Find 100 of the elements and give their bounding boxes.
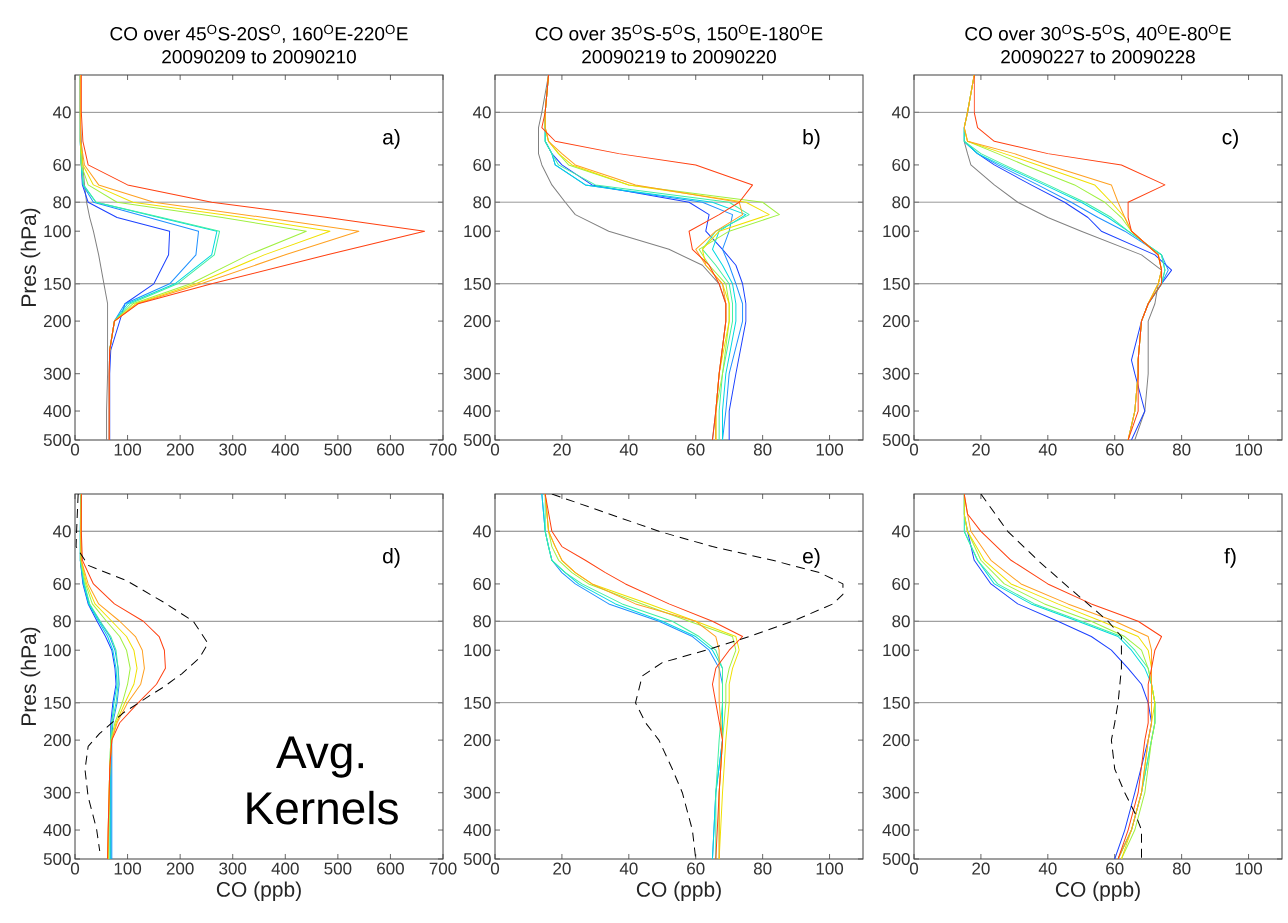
x-tick-label: 40	[619, 443, 638, 456]
y-tick-label: 40	[52, 525, 71, 538]
y-tick-label: 150	[44, 696, 71, 709]
x-tick-label: 100	[816, 443, 844, 456]
y-tick-label: 200	[43, 734, 71, 747]
y-tick-label: 400	[463, 405, 491, 418]
y-tick-label: 40	[52, 106, 71, 119]
y-axis-title: Pres (hPa)	[20, 627, 41, 725]
y-tick-label: 40	[891, 106, 910, 119]
y-tick-label: 80	[53, 615, 71, 628]
x-tick-label: 60	[687, 443, 705, 456]
x-tick-label: 300	[219, 862, 247, 875]
y-tick-label: 150	[464, 696, 491, 709]
y-tick-label: 500	[882, 433, 910, 447]
y-tick-label: 100	[44, 225, 71, 238]
annotation: e)	[803, 548, 820, 568]
x-tick-label: 500	[324, 443, 352, 456]
chart-title: CO over 35$^{O}$S-5$^{O}$S, 150$^{O}$E-180$^{O}$E	[535, 24, 823, 43]
x-tick-label: 0	[70, 862, 80, 875]
y-tick-label: 150	[464, 277, 491, 290]
y-tick-label: 60	[53, 158, 71, 171]
chart-subtitle: 20090209 to 20090210	[162, 50, 356, 64]
x-tick-label: 0	[909, 443, 919, 456]
x-tick-label: 100	[114, 862, 142, 875]
x-tick-label: 0	[70, 443, 80, 456]
x-tick-label: 100	[114, 443, 142, 456]
x-tick-label: 20	[972, 443, 990, 456]
chart-title: CO over 30$^{O}$S-5$^{O}$S, 40$^{O}$E-80$^{O}$E	[965, 24, 1231, 43]
y-tick-label: 300	[43, 786, 71, 799]
y-tick-label: 500	[43, 852, 71, 866]
x-tick-label: 200	[166, 862, 194, 875]
x-tick-label: 600	[377, 862, 404, 875]
y-tick-label: 200	[463, 734, 491, 747]
x-tick-label: 300	[219, 443, 247, 456]
x-tick-label: 600	[377, 443, 404, 456]
x-tick-label: 100	[1235, 443, 1263, 456]
y-tick-label: 40	[891, 525, 910, 538]
y-tick-label: 300	[43, 367, 71, 380]
x-tick-label: 0	[490, 862, 500, 875]
y-tick-label: 200	[463, 315, 491, 328]
y-tick-label: 80	[892, 615, 910, 628]
y-tick-label: 200	[882, 734, 910, 747]
x-tick-label: 80	[753, 443, 772, 456]
y-tick-label: 150	[883, 696, 910, 709]
x-tick-label: 700	[429, 862, 457, 875]
annotation: b)	[803, 129, 820, 149]
annotation: Avg. Kernels	[247, 736, 398, 825]
y-tick-label: 400	[43, 405, 71, 418]
x-tick-label: 500	[324, 862, 352, 875]
x-tick-label: 40	[1038, 443, 1057, 456]
y-tick-label: 300	[463, 367, 491, 380]
y-tick-label: 80	[473, 615, 491, 628]
y-tick-label: 40	[472, 525, 491, 538]
y-tick-label: 300	[882, 786, 910, 799]
x-tick-label: 700	[429, 443, 457, 456]
x-tick-label: 20	[553, 443, 571, 456]
x-tick-label: 0	[490, 443, 500, 456]
y-tick-label: 400	[882, 824, 910, 837]
y-tick-label: 400	[43, 824, 71, 837]
x-tick-label: 0	[909, 862, 919, 875]
y-tick-label: 100	[44, 644, 71, 657]
y-tick-label: 80	[473, 196, 491, 209]
y-tick-label: 60	[473, 577, 491, 590]
x-tick-label: 100	[816, 862, 844, 875]
y-tick-label: 400	[882, 405, 910, 418]
chart-subtitle: 20090227 to 20090228	[1001, 50, 1195, 64]
y-tick-label: 100	[883, 225, 910, 238]
x-tick-label: 20	[972, 862, 990, 875]
y-tick-label: 60	[473, 158, 491, 171]
annotation: d)	[383, 548, 400, 568]
x-tick-label: 60	[687, 862, 705, 875]
y-tick-label: 500	[463, 433, 491, 447]
y-tick-label: 80	[53, 196, 71, 209]
y-tick-label: 150	[883, 277, 910, 290]
annotation: a)	[383, 129, 400, 149]
y-tick-label: 40	[472, 106, 491, 119]
x-axis-title: CO (ppb)	[1055, 881, 1140, 902]
y-tick-label: 300	[463, 786, 491, 799]
x-axis-title: CO (ppb)	[636, 881, 721, 902]
chart-subtitle: 20090219 to 20090220	[582, 50, 776, 64]
y-tick-label: 60	[892, 577, 910, 590]
x-axis-title: CO (ppb)	[216, 881, 301, 902]
y-tick-label: 200	[882, 315, 910, 328]
x-tick-label: 100	[1235, 862, 1263, 875]
y-tick-label: 500	[463, 852, 491, 866]
y-tick-label: 60	[892, 158, 910, 171]
x-tick-label: 40	[619, 862, 638, 875]
y-tick-label: 300	[882, 367, 910, 380]
x-tick-label: 80	[753, 862, 772, 875]
x-tick-label: 40	[1038, 862, 1057, 875]
y-tick-label: 60	[53, 577, 71, 590]
annotation: f)	[1224, 548, 1236, 568]
x-tick-label: 60	[1106, 862, 1124, 875]
y-tick-label: 80	[892, 196, 910, 209]
y-axis-title: Pres (hPa)	[20, 208, 41, 306]
x-tick-label: 80	[1172, 862, 1191, 875]
chart-title: CO over 45$^{O}$S-20S$^{O}$, 160$^{O}$E-220$^{O}$E	[110, 24, 408, 43]
x-tick-label: 80	[1172, 443, 1191, 456]
x-tick-label: 60	[1106, 443, 1124, 456]
annotation: c)	[1222, 129, 1238, 149]
